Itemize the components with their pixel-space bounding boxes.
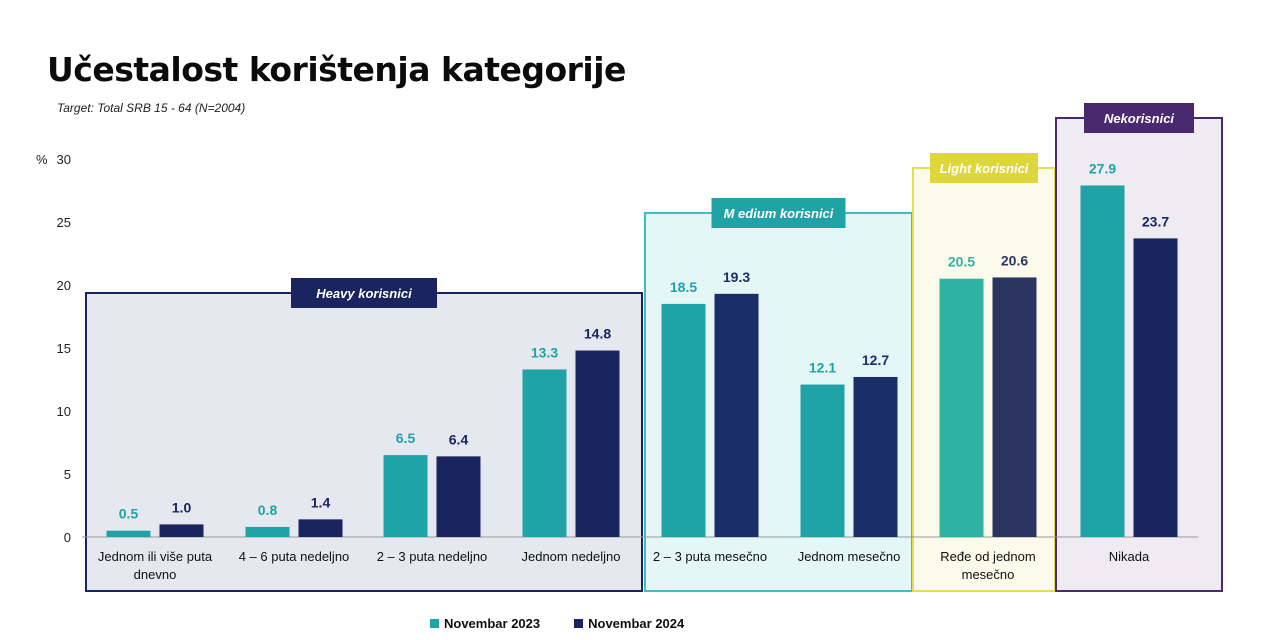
chart-title: Učestalost korištenja kategorije <box>47 50 626 89</box>
bar-nov2024-2 <box>298 519 343 537</box>
value-label-nov2023-4: 13.3 <box>531 344 558 360</box>
legend-label-nov2024: Novembar 2024 <box>588 616 685 631</box>
category-label-1: Jednom ili više puta <box>98 549 213 564</box>
value-label-nov2023-7: 20.5 <box>948 254 975 270</box>
bar-nov2023-7 <box>939 278 984 537</box>
bars: 0.5 1.0 0.8 1.4 6.5 6.4 13.3 14.8 18.5 19.3 12.1 12… <box>106 160 1178 537</box>
group-title-3: Light korisnici <box>940 161 1029 176</box>
value-label-nov2023-3: 6.5 <box>396 430 416 446</box>
bar-nov2024-3 <box>436 456 481 537</box>
bar-nov2024-4 <box>575 350 620 537</box>
category-label-4: Jednom nedeljno <box>521 549 620 564</box>
chart-subtitle: Target: Total SRB 15 - 64 (N=2004) <box>57 101 246 115</box>
bar-nov2023-5 <box>661 303 706 537</box>
value-label-nov2023-8: 27.9 <box>1089 160 1116 176</box>
legend-swatch-nov2024 <box>574 619 584 628</box>
group-title-bg-2 <box>711 198 846 228</box>
legend-item-nov2023: Novembar 2023 <box>430 616 540 631</box>
value-label-nov2024-4: 14.8 <box>584 326 611 342</box>
legend: Novembar 2023 Novembar 2024 <box>430 616 684 631</box>
y-tick-label: 20 <box>57 278 71 293</box>
bar-nov2023-1 <box>106 530 151 537</box>
y-axis-unit-label: % <box>36 152 48 167</box>
bar-nov2023-6 <box>800 384 845 537</box>
value-label-nov2023-6: 12.1 <box>809 360 836 376</box>
value-label-nov2024-5: 19.3 <box>723 269 750 285</box>
bar-nov2023-3 <box>383 455 428 537</box>
y-tick-label: 0 <box>64 530 71 545</box>
bar-nov2024-7 <box>992 277 1037 537</box>
value-label-nov2023-5: 18.5 <box>670 279 697 295</box>
category-label-3: 2 – 3 puta nedeljno <box>377 549 488 564</box>
category-label-2: 4 – 6 puta nedeljno <box>239 549 350 564</box>
group-title-1: Heavy korisnici <box>316 286 412 301</box>
bar-nov2023-2 <box>245 526 290 537</box>
value-label-nov2024-6: 12.7 <box>862 352 889 368</box>
bar-nov2024-5 <box>714 293 759 537</box>
category-label-6: Jednom mesečno <box>798 549 901 564</box>
value-label-nov2024-8: 23.7 <box>1142 213 1169 229</box>
value-label-nov2024-2: 1.4 <box>311 494 331 510</box>
value-label-nov2023-1: 0.5 <box>119 506 139 522</box>
value-label-nov2024-3: 6.4 <box>449 431 469 447</box>
group-title-2: M edium korisnici <box>724 206 834 221</box>
value-label-nov2024-7: 20.6 <box>1001 252 1028 268</box>
value-label-nov2023-2: 0.8 <box>258 502 278 518</box>
legend-item-nov2024: Novembar 2024 <box>574 616 684 631</box>
category-label-8: Nikada <box>1109 549 1150 564</box>
bar-nov2023-4 <box>522 369 567 537</box>
category-label-5: 2 – 3 puta mesečno <box>653 549 767 564</box>
bar-nov2024-1 <box>159 524 204 537</box>
category-label-1: dnevno <box>134 567 177 582</box>
legend-label-nov2023: Novembar 2023 <box>444 616 541 631</box>
legend-swatch-nov2023 <box>430 619 439 628</box>
category-label-7: Ređe od jednom <box>940 549 1035 564</box>
bar-nov2024-6 <box>853 376 898 537</box>
y-tick-label: 15 <box>57 341 71 356</box>
y-tick-label: 25 <box>57 215 71 230</box>
group-title-bg-1 <box>291 278 437 308</box>
bar-nov2023-8 <box>1080 185 1125 537</box>
x-axis-labels: Jednom ili više puta dnevno 4 – 6 puta ned… <box>98 549 1150 582</box>
y-tick-label: 30 <box>57 152 71 167</box>
category-label-7: mesečno <box>962 567 1015 582</box>
bar-nov2024-8 <box>1133 238 1178 537</box>
y-tick-label: 10 <box>57 404 71 419</box>
y-tick-label: 5 <box>64 467 71 482</box>
group-title-bg-3 <box>930 153 1038 183</box>
group-title-4: Nekorisnici <box>1104 111 1174 126</box>
value-label-nov2024-1: 1.0 <box>172 499 192 515</box>
group-title-bg-4 <box>1084 103 1194 133</box>
group-boxes <box>85 117 1223 592</box>
group-titles: Heavy korisnici M edium korisnici Light ko… <box>291 103 1194 308</box>
